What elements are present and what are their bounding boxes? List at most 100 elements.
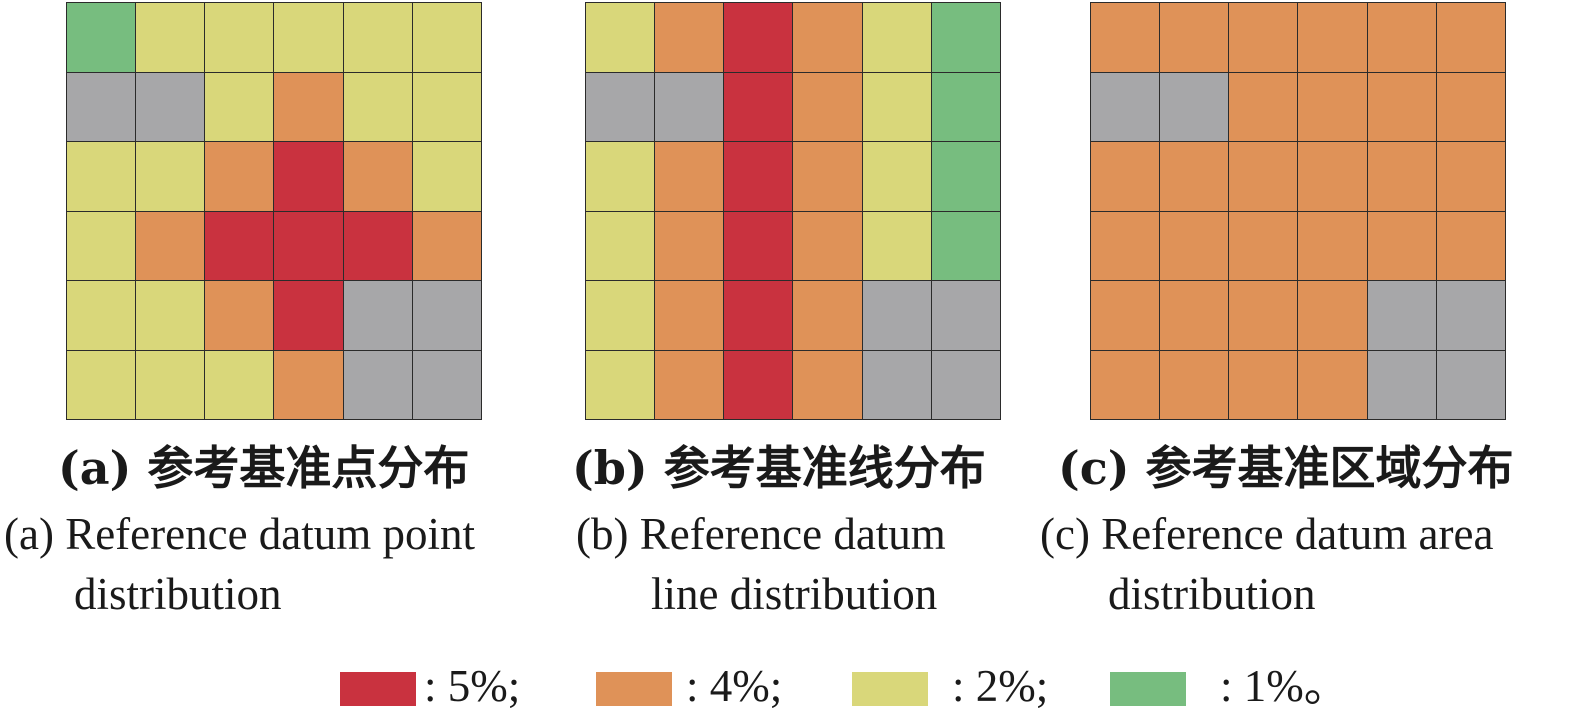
grid-point-distribution xyxy=(66,2,482,420)
grid-cell-red xyxy=(724,72,793,141)
grid-cell-orange xyxy=(793,3,862,72)
grid-cell-red xyxy=(724,350,793,419)
grid-cell-gray xyxy=(862,281,931,350)
grid-cell-orange xyxy=(1367,3,1436,72)
grid-cell-orange xyxy=(793,142,862,211)
grid-cell-orange xyxy=(1298,281,1367,350)
grid-cell-orange xyxy=(1298,350,1367,419)
grid-cell-orange xyxy=(655,142,724,211)
grid-cell-green xyxy=(931,142,1000,211)
grid-cell-orange xyxy=(1436,211,1505,280)
grid-cell-orange xyxy=(1160,211,1229,280)
grid-cell-red xyxy=(205,211,274,280)
grid-cell-orange xyxy=(274,72,343,141)
grid-cell-yellow xyxy=(136,281,205,350)
grid-cell-yellow xyxy=(862,72,931,141)
grid-cell-gray xyxy=(1160,72,1229,141)
grid-cell-orange xyxy=(1160,350,1229,419)
grid-cell-orange xyxy=(793,350,862,419)
caption-en-b-line1: (b) Reference datum xyxy=(576,509,946,559)
caption-en-b: (b) Reference datum line distribution xyxy=(576,504,946,624)
grid-cell-orange xyxy=(1367,142,1436,211)
legend-label-4pct: : 4%; xyxy=(686,661,783,711)
legend-swatch-orange xyxy=(596,672,672,706)
grid-cell-orange xyxy=(205,281,274,350)
grid-cell-gray xyxy=(136,72,205,141)
grid-cell-orange xyxy=(1367,211,1436,280)
caption-en-a: (a) Reference datum point distribution xyxy=(4,504,475,624)
grid-cell-orange xyxy=(1298,142,1367,211)
grid-cell-gray xyxy=(586,72,655,141)
grid-cell-yellow xyxy=(586,142,655,211)
grid-cell-yellow xyxy=(412,3,481,72)
grid-cell-orange xyxy=(655,211,724,280)
grid-cell-orange xyxy=(1229,211,1298,280)
grid-cell-yellow xyxy=(586,350,655,419)
grid-cell-orange xyxy=(1436,142,1505,211)
grid-cell-orange xyxy=(1229,281,1298,350)
grid-cell-gray xyxy=(343,281,412,350)
grid-cell-red xyxy=(274,281,343,350)
grid-cell-orange xyxy=(1091,350,1160,419)
grid-cell-yellow xyxy=(67,211,136,280)
grid-cell-orange xyxy=(1229,350,1298,419)
grid-cell-yellow xyxy=(136,350,205,419)
grid-cell-yellow xyxy=(862,211,931,280)
grid-cell-orange xyxy=(274,350,343,419)
caption-en-c: (c) Reference datum area distribution xyxy=(1040,504,1493,624)
grid-cell-gray xyxy=(1367,281,1436,350)
grid-cell-yellow xyxy=(586,211,655,280)
grid-cell-orange xyxy=(655,350,724,419)
grid-cell-gray xyxy=(1436,350,1505,419)
grid-cell-orange xyxy=(1229,3,1298,72)
legend-swatch-green xyxy=(1110,672,1186,706)
grid-cell-orange xyxy=(793,72,862,141)
grid-cell-yellow xyxy=(862,142,931,211)
grid-cell-orange xyxy=(1091,3,1160,72)
grid-cell-gray xyxy=(931,350,1000,419)
legend-swatch-yellow xyxy=(852,672,928,706)
grid-cell-orange xyxy=(793,281,862,350)
grid-cell-yellow xyxy=(862,3,931,72)
grid-cell-red xyxy=(724,142,793,211)
caption-en-c-line2: distribution xyxy=(1108,569,1316,619)
grid-cell-yellow xyxy=(67,350,136,419)
grid-cell-green xyxy=(67,3,136,72)
grid-cell-orange xyxy=(1436,72,1505,141)
grid-cell-orange xyxy=(412,211,481,280)
caption-zh-c: (c) 参考基准区域分布 xyxy=(1058,441,1514,495)
grid-cell-orange xyxy=(1298,3,1367,72)
grid-cell-gray xyxy=(343,350,412,419)
grid-cell-orange xyxy=(1160,3,1229,72)
grid-cell-gray xyxy=(1436,281,1505,350)
grid-cell-orange xyxy=(1298,72,1367,141)
grid-line-distribution xyxy=(585,2,1001,420)
grid-cell-gray xyxy=(1367,350,1436,419)
grid-cell-gray xyxy=(1091,72,1160,141)
grid-cell-red xyxy=(724,281,793,350)
grid-cell-yellow xyxy=(412,72,481,141)
grid-cell-orange xyxy=(1229,142,1298,211)
grid-cell-red xyxy=(724,211,793,280)
caption-zh-b: (b) 参考基准线分布 xyxy=(572,441,986,495)
grid-cell-orange xyxy=(136,211,205,280)
grid-cell-red xyxy=(724,3,793,72)
grid-cell-orange xyxy=(1091,211,1160,280)
grid-cell-orange xyxy=(1091,142,1160,211)
grid-cell-yellow xyxy=(586,3,655,72)
caption-en-a-line1: (a) Reference datum point xyxy=(4,509,476,559)
caption-en-b-line2: line distribution xyxy=(651,569,938,619)
grid-cell-orange xyxy=(1091,281,1160,350)
grid-cell-yellow xyxy=(136,3,205,72)
grid-cell-orange xyxy=(1160,281,1229,350)
grid-cell-yellow xyxy=(343,72,412,141)
grid-cell-orange xyxy=(1160,142,1229,211)
grid-cell-yellow xyxy=(205,350,274,419)
grid-cell-yellow xyxy=(412,142,481,211)
grid-cell-orange xyxy=(1436,3,1505,72)
grid-cell-yellow xyxy=(205,72,274,141)
grid-cell-gray xyxy=(412,350,481,419)
grid-cell-green xyxy=(931,3,1000,72)
legend-label-2pct: : 2%; xyxy=(952,661,1049,711)
grid-cell-yellow xyxy=(586,281,655,350)
